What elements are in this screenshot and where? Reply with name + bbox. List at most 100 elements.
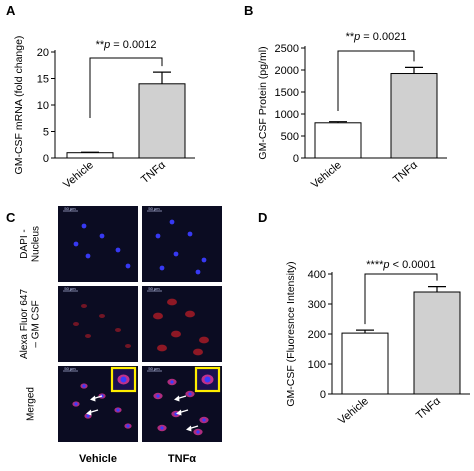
d-y-tick-label: 400 [308, 269, 326, 281]
arrow-head [86, 409, 92, 416]
gmcsf-stain [73, 322, 79, 326]
nucleus-stain [159, 265, 165, 271]
nucleus-stain [155, 233, 161, 239]
gmcsf-stain [199, 336, 209, 344]
micrograph-r2-c0: 50 μm [58, 366, 138, 442]
row-label-1: Alexa Fluor 647– GM CSF [19, 289, 42, 359]
arrow-head [90, 395, 96, 402]
inset-nucleus [120, 376, 127, 383]
micrograph-r1-c0: 50 μm [58, 286, 138, 362]
arrow-head [186, 425, 192, 432]
a-bar-0 [66, 152, 114, 159]
b-x-tick-label-0: Vehicle [309, 159, 344, 191]
a-y-axis-label: GM-CSF mRNA (fold change) [13, 36, 25, 175]
panel-letter-d: D [258, 210, 267, 225]
scale-bar-label: 50 μm [148, 366, 160, 371]
merged-nucleus [156, 394, 160, 398]
micrograph-r0-c0: 50 μm [58, 206, 138, 282]
micrograph-background [58, 206, 138, 282]
column-label-0: Vehicle [79, 453, 117, 465]
a-y-tick-label: 5 [43, 127, 49, 139]
nucleus-stain [125, 263, 131, 269]
a-y-tick-label: 20 [37, 47, 49, 59]
micrograph-r2-c1: 50 μm [142, 366, 222, 442]
micrograph-background [142, 286, 222, 362]
merged-nucleus [170, 380, 174, 384]
b-p-value-annotation: **p = 0.0021 [346, 31, 407, 43]
b-y-tick-label: 2500 [275, 43, 299, 55]
chart-d: 0 100 200 300 400 GM-CSF (Fluoresnce Intensit… [285, 259, 470, 427]
scale-bar-label: 50 μm [64, 206, 76, 211]
d-bar-0 [341, 332, 389, 395]
d-y-tick-label: 0 [320, 389, 326, 401]
row-label-0: DAPI -Nucleus [19, 226, 42, 262]
micrograph-r1-c1: 50 μm [142, 286, 222, 362]
b-bar-0 [314, 122, 362, 159]
inset-nucleus [204, 376, 211, 383]
b-y-tick-label: 500 [281, 131, 299, 143]
b-y-tick-label: 1500 [275, 87, 299, 99]
d-y-axis-label: GM-CSF (Fluoresnce Intensity) [285, 261, 297, 406]
micrograph-r0-c1: 50 μm [142, 206, 222, 282]
chart-b: 0 500 1000 1500 2000 2500 GM-CSF Protein (pg/m… [257, 31, 447, 191]
nucleus-stain [173, 251, 179, 257]
scale-bar-label: 50 μm [64, 286, 76, 291]
nucleus-stain [115, 247, 121, 253]
nucleus-stain [195, 269, 201, 275]
gmcsf-stain [157, 344, 167, 352]
micrograph-background [142, 206, 222, 282]
d-y-tick-label: 100 [308, 359, 326, 371]
merged-nucleus [116, 408, 120, 412]
a-y-tick-label: 10 [37, 100, 49, 112]
nucleus-stain [99, 233, 105, 239]
b-significance-bracket [337, 50, 415, 111]
a-x-tick-label-0: Vehicle [61, 159, 96, 191]
scale-bar-label: 50 μm [148, 206, 160, 211]
nucleus-stain [85, 253, 91, 259]
panel-letter-c: C [6, 210, 16, 225]
d-y-tick-label: 300 [308, 299, 326, 311]
merged-nucleus [74, 402, 78, 406]
gmcsf-stain [153, 312, 163, 320]
gmcsf-stain [115, 328, 121, 332]
scale-bar-label: 50 μm [64, 366, 76, 371]
gmcsf-stain [81, 304, 87, 308]
b-y-axis-label: GM-CSF Protein (pg/ml) [257, 46, 269, 159]
gmcsf-stain [185, 310, 195, 318]
gmcsf-stain [125, 344, 131, 348]
column-label-1: TNFα [168, 453, 196, 465]
merged-nucleus [160, 426, 164, 430]
nucleus-stain [81, 223, 87, 229]
merged-nucleus [86, 414, 90, 418]
micrograph-grid: DAPI -Nucleus Alexa Fluor 647– GM CSF Merg… [19, 206, 222, 465]
scale-bar-label: 50 μm [148, 286, 160, 291]
d-p-value-annotation: ****p < 0.0001 [366, 259, 435, 271]
a-y-tick-label: 15 [37, 74, 49, 86]
arrow-head [176, 409, 182, 416]
b-x-tick-label-1: TNFα [391, 159, 420, 186]
merged-nucleus [82, 384, 86, 388]
b-y-tick-label: 2000 [275, 65, 299, 77]
nucleus-stain [169, 219, 175, 225]
b-y-tick-label: 0 [293, 153, 299, 165]
gmcsf-stain [85, 334, 91, 338]
d-x-tick-label-1: TNFα [414, 395, 443, 422]
nucleus-stain [73, 241, 79, 247]
nucleus-stain [187, 231, 193, 237]
panel-letter-b: B [244, 3, 253, 18]
arrow-head [174, 395, 180, 402]
merged-nucleus [188, 392, 192, 396]
row-label-2: Merged [26, 387, 37, 421]
b-bar-1 [390, 73, 438, 159]
d-significance-bracket [364, 273, 438, 325]
gmcsf-stain [167, 298, 177, 306]
nucleus-stain [201, 257, 207, 263]
a-bar-1 [138, 83, 186, 159]
merged-nucleus [126, 424, 130, 428]
d-x-tick-label-0: Vehicle [336, 395, 371, 427]
gmcsf-stain [171, 330, 181, 338]
merged-nucleus [202, 418, 206, 422]
a-p-value-annotation: **p = 0.0012 [96, 39, 157, 51]
panel-letter-a: A [6, 3, 16, 18]
